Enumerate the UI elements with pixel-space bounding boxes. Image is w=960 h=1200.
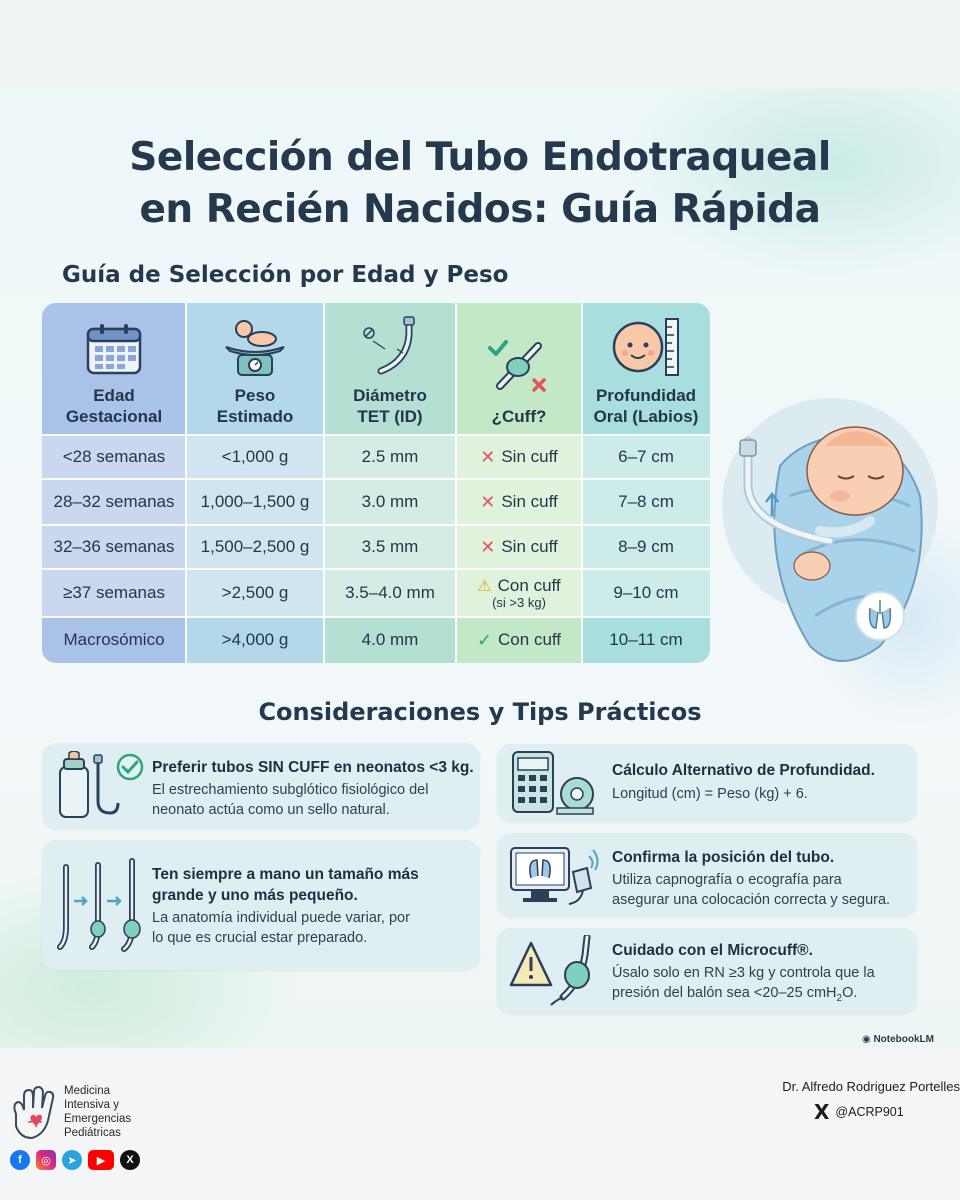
cell-diameter: 2.5 mm [361,447,419,466]
column-depth: Profundidad Oral (Labios) 6–7 cm 7–8 cm … [582,303,710,663]
divider [185,303,187,663]
divider [581,303,583,663]
column-age: Edad Gestacional <28 semanas 28–32 seman… [42,303,186,663]
cell-diameter: 4.0 mm [324,617,456,663]
divider [42,568,710,570]
cell-age: ≥37 semanas [63,583,165,602]
divider [42,434,710,436]
instagram-icon[interactable]: ◎ [36,1150,56,1170]
cell-depth: 10–11 cm [582,617,710,663]
cell-weight: 1,000–1,500 g [200,492,310,511]
x-icon: X [814,1100,830,1124]
calendar-icon [86,324,142,375]
author-name: Dr. Alfredo Rodriguez Portelles [782,1079,960,1094]
three-tubes-icon [57,858,141,952]
cell-cuff: ✕ Sin cuff [480,491,558,512]
cell-depth: 9–10 cm [613,583,679,602]
selection-table: Edad Gestacional <28 semanas 28–32 seman… [42,303,710,663]
baby-scale-icon [225,320,285,376]
warning-cuff-icon [509,935,591,1006]
monitor-ultrasound-icon [510,847,599,905]
header-depth: Profundidad Oral (Labios) [582,303,710,435]
cell-weight: >4,000 g [186,617,324,663]
notebooklm-watermark: ◉ NotebookLM [861,1034,934,1045]
cell-depth: 6–7 cm [618,447,674,466]
social-links: f ◎ ➤ ▶ X [10,1150,140,1170]
cell-cuff: ⚠ Con cuff (si >3 kg) [477,576,561,610]
cell-diameter: 3.0 mm [361,492,419,511]
divider [42,478,710,480]
warning-icon: ⚠ [477,578,492,595]
x-icon: ✕ [480,536,496,557]
cell-cuff: ✕ Sin cuff [480,536,558,557]
cell-weight: 1,500–2,500 g [200,537,310,556]
header-diameter: Diámetro TET (ID) [324,303,456,435]
cell-cuff: ✕ Sin cuff [480,446,558,467]
tip-card-spare-sizes: Ten siempre a mano un tamaño más grande … [42,840,480,970]
tip-card-confirm-position: Confirma la posición del tubo. Utiliza c… [497,833,917,917]
hand-heart-logo [13,1086,55,1140]
endotracheal-tube-icon [363,316,415,375]
telegram-icon[interactable]: ➤ [62,1150,82,1170]
divider [455,303,457,663]
divider [42,524,710,526]
calculator-tape-icon [512,751,594,815]
organization-name: Medicina Intensiva y Emergencias Pediátr… [64,1085,132,1139]
header-cuff: ¿Cuff? [456,303,582,435]
infographic-card: Selección del Tubo Endotraqueal en Recié… [0,88,960,1048]
cell-age: Macrosómico [42,617,186,663]
facebook-icon[interactable]: f [10,1150,30,1170]
baby-ruler-icon [612,318,679,376]
swaddled-baby-illustration [722,398,938,662]
author-handle[interactable]: X @ACRP901 [814,1100,904,1124]
cell-depth: 8–9 cm [618,537,674,556]
check-icon: ✓ [476,629,493,650]
x-icon: ✕ [480,491,496,512]
x-icon[interactable]: X [120,1150,140,1170]
bottle-tube-icon [59,751,144,818]
tips-section-title: Consideraciones y Tips Prácticos [258,698,702,726]
column-cuff: ¿Cuff? ✕ Sin cuff ✕ Sin cuff ✕ Sin cuff ⚠ Co… [456,303,582,663]
cell-weight: >2,500 g [221,583,289,602]
page-title: Selección del Tubo Endotraqueal en Recié… [129,135,831,232]
footer [0,1048,960,1200]
column-diameter: Diámetro TET (ID) 2.5 mm 3.0 mm 3.5 mm 3… [324,303,456,663]
cell-diameter: 3.5 mm [361,537,419,556]
tip-card-depth-formula: Cálculo Alternativo de Profundidad. Long… [497,744,917,822]
divider [42,616,710,618]
cell-age: <28 semanas [62,447,166,466]
cell-age: 28–32 semanas [53,492,175,511]
cuff-icon [488,340,546,392]
cell-depth: 7–8 cm [618,492,674,511]
youtube-icon[interactable]: ▶ [88,1150,114,1170]
cell-cuff: ✓ Con cuff [456,617,582,663]
column-weight: Peso Estimado <1,000 g 1,000–1,500 g 1,5… [186,303,324,663]
cell-age: 32–36 semanas [53,537,175,556]
table-title: Guía de Selección por Edad y Peso [62,262,509,288]
header-weight: Peso Estimado [186,303,324,435]
divider [323,303,325,663]
cell-diameter: 3.5–4.0 mm [345,583,435,602]
tip-card-uncuffed: Preferir tubos SIN CUFF en neonatos <3 k… [42,743,480,829]
tip-card-microcuff: Cuidado con el Microcuff®. Úsalo solo en… [497,928,917,1014]
header-age: Edad Gestacional [42,303,186,435]
cell-weight: <1,000 g [221,447,289,466]
x-icon: ✕ [480,446,496,467]
